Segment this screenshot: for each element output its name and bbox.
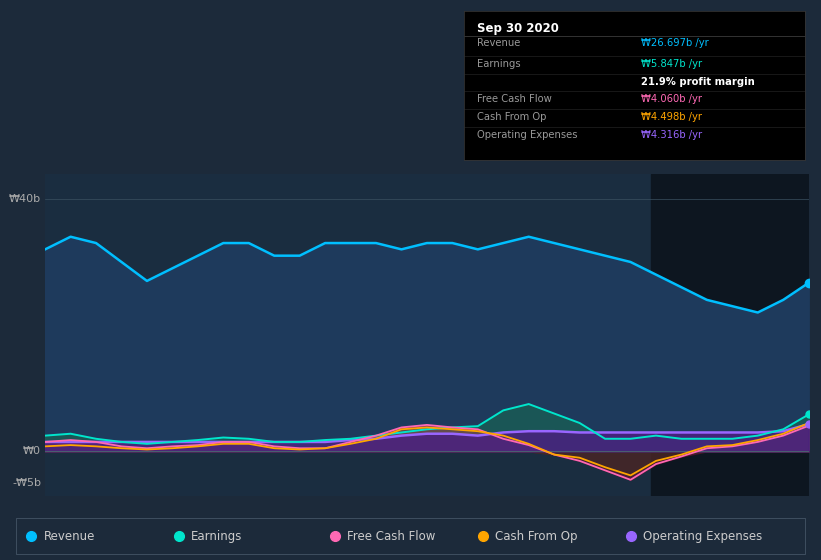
Text: ₩4.316b /yr: ₩4.316b /yr — [641, 130, 702, 140]
Text: Cash From Op: Cash From Op — [478, 113, 547, 122]
Text: Operating Expenses: Operating Expenses — [643, 530, 762, 543]
Text: ₩26.697b /yr: ₩26.697b /yr — [641, 38, 709, 48]
Text: Free Cash Flow: Free Cash Flow — [347, 530, 436, 543]
Text: ₩5.847b /yr: ₩5.847b /yr — [641, 59, 702, 69]
Text: Sep 30 2020: Sep 30 2020 — [478, 22, 559, 35]
Text: ₩4.498b /yr: ₩4.498b /yr — [641, 113, 702, 122]
Text: 21.9% profit margin: 21.9% profit margin — [641, 77, 754, 87]
Text: ₩4.060b /yr: ₩4.060b /yr — [641, 95, 702, 105]
Text: Earnings: Earnings — [191, 530, 243, 543]
Text: Free Cash Flow: Free Cash Flow — [478, 95, 553, 105]
Bar — [651, 174, 809, 496]
Text: -₩5b: -₩5b — [12, 478, 41, 488]
Text: Operating Expenses: Operating Expenses — [478, 130, 578, 140]
Text: Revenue: Revenue — [478, 38, 521, 48]
Text: Earnings: Earnings — [478, 59, 521, 69]
Text: ₩40b: ₩40b — [9, 194, 41, 204]
Text: Cash From Op: Cash From Op — [495, 530, 577, 543]
Text: Revenue: Revenue — [44, 530, 95, 543]
Text: ₩0: ₩0 — [23, 446, 41, 456]
